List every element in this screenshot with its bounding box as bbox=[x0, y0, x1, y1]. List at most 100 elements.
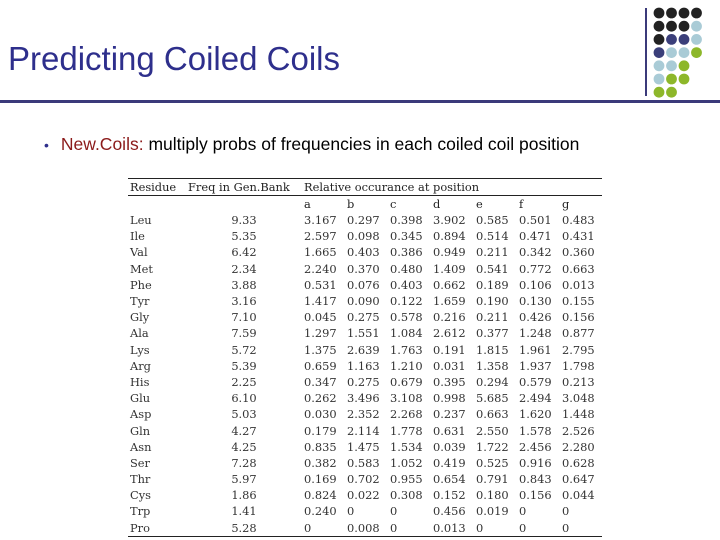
value-cell: 0.106 bbox=[519, 277, 552, 292]
value-cell: 0.631 bbox=[433, 423, 466, 438]
value-cell: 1.475 bbox=[347, 439, 380, 454]
value-cell: 0.262 bbox=[304, 391, 337, 406]
decorative-dot bbox=[666, 7, 677, 19]
freq-cell: 5.72 bbox=[231, 342, 257, 357]
residue-cell: Tyr bbox=[130, 294, 150, 309]
residue-cell: Phe bbox=[130, 277, 152, 292]
value-cell: 2.268 bbox=[390, 407, 423, 422]
value-cell: 0.213 bbox=[562, 374, 595, 389]
value-cell: 0.308 bbox=[390, 488, 423, 503]
header-freq: Freq in Gen.Bank bbox=[186, 178, 302, 196]
value-cell: 0.395 bbox=[433, 374, 466, 389]
decorative-dot bbox=[666, 47, 677, 58]
value-cell: 0.501 bbox=[519, 213, 552, 228]
decorative-dot bbox=[691, 47, 702, 58]
value-cell: 1.551 bbox=[347, 326, 380, 341]
freq-cell: 3.16 bbox=[231, 294, 257, 309]
value-cell: 0.130 bbox=[519, 294, 552, 309]
freq-cell: 5.03 bbox=[231, 407, 257, 422]
freq-cell: 2.25 bbox=[231, 374, 257, 389]
value-cell: 0.180 bbox=[476, 488, 509, 503]
position-header: e bbox=[476, 197, 483, 211]
value-cell: 0 bbox=[347, 504, 355, 519]
value-cell: 2.280 bbox=[562, 439, 595, 454]
position-header: b bbox=[347, 197, 355, 211]
value-cell: 0.916 bbox=[519, 455, 552, 470]
decorative-dot bbox=[653, 20, 665, 32]
freq-cell: 2.34 bbox=[231, 261, 257, 276]
value-cell: 0.663 bbox=[476, 407, 509, 422]
value-cell: 0.019 bbox=[476, 504, 509, 519]
residue-cell: Glu bbox=[130, 391, 151, 406]
value-cell: 0.211 bbox=[476, 245, 509, 260]
residue-cell: Pro bbox=[128, 519, 186, 537]
freq-cell: 7.59 bbox=[231, 326, 257, 341]
value-cell: 0.949 bbox=[433, 245, 466, 260]
freq-cell: 5.97 bbox=[231, 472, 257, 487]
residue-cell: Gly bbox=[130, 310, 150, 325]
value-cell: 0.347 bbox=[304, 374, 337, 389]
value-cell: 0.039 bbox=[433, 439, 466, 454]
value-cell: 0.156 bbox=[519, 488, 552, 503]
value-cell: 3.496 bbox=[347, 391, 380, 406]
value-cell: 3.167 bbox=[304, 213, 337, 228]
table-row: Gly 7.10 0.045 0.275 0.578 0.216 0.211 0.426 0.1… bbox=[128, 309, 602, 325]
decorative-dot bbox=[666, 86, 677, 98]
table-row: Thr 5.97 0.169 0.702 0.955 0.654 0.791 0.843 0.6… bbox=[128, 471, 602, 487]
residue-cell: Met bbox=[130, 261, 153, 276]
value-cell: 0.456 bbox=[433, 504, 466, 519]
table-row: Gln 4.27 0.179 2.114 1.778 0.631 2.550 1.578 2.5… bbox=[128, 422, 602, 438]
value-cell: 0.155 bbox=[562, 294, 595, 309]
value-cell: 0.342 bbox=[519, 245, 552, 260]
value-cell: 0.824 bbox=[304, 488, 337, 503]
position-header-row: a b c d e f g bbox=[128, 196, 602, 213]
value-cell: 0.403 bbox=[347, 245, 380, 260]
slide-title: Predicting Coiled Coils bbox=[8, 40, 340, 77]
value-cell: 0.013 bbox=[562, 277, 595, 292]
decorative-dot bbox=[653, 86, 665, 98]
value-cell: 0.237 bbox=[433, 407, 466, 422]
freq-cell: 4.25 bbox=[231, 439, 257, 454]
decorative-dot bbox=[653, 60, 665, 72]
frequency-table: Residue Freq in Gen.Bank Relative occura… bbox=[128, 178, 603, 537]
value-cell: 0.240 bbox=[304, 504, 337, 519]
value-cell: 1.163 bbox=[347, 358, 380, 373]
decorative-dot bbox=[678, 34, 690, 45]
value-cell: 3.108 bbox=[390, 391, 423, 406]
value-cell: 1.763 bbox=[390, 342, 423, 357]
value-cell: 0.628 bbox=[562, 455, 595, 470]
title-divider bbox=[0, 100, 720, 103]
table-row: Leu 9.33 3.167 0.297 0.398 3.902 0.585 0.501 0.4… bbox=[128, 212, 602, 228]
value-cell: 1.417 bbox=[304, 294, 337, 309]
value-cell: 0.480 bbox=[390, 261, 423, 276]
freq-cell: 6.10 bbox=[231, 391, 257, 406]
freq-cell: 7.28 bbox=[231, 455, 257, 470]
value-cell: 0.426 bbox=[519, 310, 552, 325]
decorative-dot bbox=[653, 7, 665, 19]
table-row: Cys 1.86 0.824 0.022 0.308 0.152 0.180 0.156 0.0… bbox=[128, 487, 602, 503]
value-cell: 1.409 bbox=[433, 261, 466, 276]
value-cell: 1.798 bbox=[562, 358, 595, 373]
value-cell: 0.090 bbox=[347, 294, 380, 309]
value-cell: 0.044 bbox=[562, 488, 595, 503]
table-row: Val 6.42 1.665 0.403 0.386 0.949 0.211 0.342 0.3… bbox=[128, 244, 602, 260]
value-cell: 1.620 bbox=[519, 407, 552, 422]
value-cell: 0.377 bbox=[476, 326, 509, 341]
value-cell: 0.382 bbox=[304, 455, 337, 470]
table-row: Glu 6.10 0.262 3.496 3.108 0.998 5.685 2.494 3.0… bbox=[128, 390, 602, 406]
value-cell: 0.791 bbox=[476, 472, 509, 487]
value-cell: 1.659 bbox=[433, 294, 466, 309]
residue-cell: Thr bbox=[130, 472, 151, 487]
value-cell: 0.702 bbox=[347, 472, 380, 487]
value-cell: 0.297 bbox=[347, 213, 380, 228]
decorative-dot bbox=[666, 73, 677, 85]
bullet-icon: • bbox=[44, 137, 49, 153]
decorative-dot bbox=[691, 34, 702, 45]
table-row: Met 2.34 2.240 0.370 0.480 1.409 0.541 0.772 0.6… bbox=[128, 261, 602, 277]
value-cell: 1.210 bbox=[390, 358, 423, 373]
value-cell: 0.179 bbox=[304, 423, 337, 438]
value-cell: 2.494 bbox=[519, 391, 552, 406]
value-cell: 0.843 bbox=[519, 472, 552, 487]
value-cell: 1.961 bbox=[519, 342, 552, 357]
value-cell: 0.659 bbox=[304, 358, 337, 373]
